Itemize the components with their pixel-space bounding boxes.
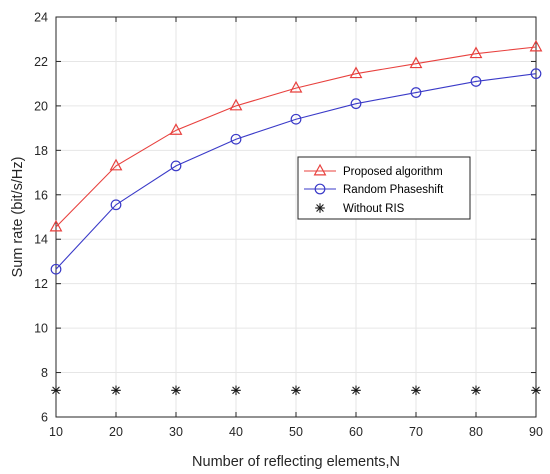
asterisk-stroke <box>352 386 360 395</box>
x-tick-label: 70 <box>409 425 423 439</box>
legend-marker <box>313 163 327 176</box>
data-point <box>109 158 123 171</box>
axis-ticks: 10 20 30 40 50 60 70 80 90 6 8 10 12 14 16 18 20 22 24 <box>34 11 543 440</box>
data-point <box>529 39 543 52</box>
x-tick-label: 80 <box>469 425 483 439</box>
asterisk-stroke <box>52 386 60 395</box>
y-axis-label: Sum rate (bit/s/Hz) <box>10 157 26 278</box>
y-tick-label: 8 <box>41 366 48 380</box>
data-point <box>170 160 182 172</box>
legend-marker <box>314 183 326 195</box>
data-point <box>110 199 122 211</box>
y-tick-label: 6 <box>41 411 48 425</box>
asterisk-stroke <box>172 386 180 395</box>
x-tick-label: 50 <box>289 425 303 439</box>
data-point <box>349 66 363 79</box>
series-proposed-algorithm <box>49 39 543 232</box>
y-tick-label: 22 <box>34 55 48 69</box>
data-point <box>291 385 301 396</box>
y-tick-label: 14 <box>34 233 48 247</box>
data-point <box>409 56 423 69</box>
data-point <box>50 263 62 275</box>
legend-marker <box>315 203 325 213</box>
data-point <box>410 87 422 98</box>
y-tick-label: 18 <box>34 144 48 158</box>
series-random-phaseshift <box>50 68 542 275</box>
x-tick-label: 10 <box>49 425 63 439</box>
x-tick-label: 60 <box>349 425 363 439</box>
series-line <box>55 73 537 270</box>
y-tick-label: 20 <box>34 99 48 113</box>
y-tick-label: 16 <box>34 188 48 202</box>
x-tick-label: 20 <box>109 425 123 439</box>
legend-label: Without RIS <box>343 203 405 215</box>
asterisk-stroke <box>232 386 240 395</box>
asterisk-stroke <box>412 386 420 395</box>
data-point <box>171 385 181 396</box>
legend: Proposed algorithm Random Phaseshift Witho… <box>297 156 471 220</box>
data-point <box>230 133 242 145</box>
data-point <box>169 123 183 135</box>
series-group <box>49 39 543 396</box>
asterisk-stroke <box>292 386 300 395</box>
data-point <box>290 113 302 125</box>
asterisk-stroke <box>472 386 480 395</box>
data-point <box>531 385 541 396</box>
data-point <box>231 385 241 396</box>
data-point <box>49 219 63 232</box>
y-tick-label: 24 <box>34 11 48 25</box>
asterisk-stroke <box>532 386 540 395</box>
data-point <box>471 385 481 396</box>
data-point <box>411 385 421 396</box>
x-tick-label: 40 <box>229 425 243 439</box>
data-point <box>229 98 243 111</box>
x-tick-label: 90 <box>529 425 543 439</box>
data-point <box>111 385 121 396</box>
data-point <box>51 385 61 396</box>
data-point <box>530 68 542 80</box>
data-point <box>470 76 482 87</box>
y-tick-label: 12 <box>34 277 48 291</box>
legend-box <box>297 156 471 220</box>
data-point <box>350 98 362 110</box>
x-axis-label: Number of reflecting elements,N <box>192 454 400 470</box>
asterisk-stroke <box>112 386 120 395</box>
series-line <box>55 46 537 228</box>
asterisk-stroke <box>316 204 324 212</box>
series-without-ris <box>51 385 541 396</box>
x-tick-label: 30 <box>169 425 183 439</box>
y-tick-label: 10 <box>34 322 48 336</box>
legend-label: Random Phaseshift <box>343 184 444 196</box>
legend-label: Proposed algorithm <box>343 166 443 178</box>
data-point <box>289 80 303 93</box>
data-point <box>351 385 361 396</box>
data-point <box>469 46 483 59</box>
